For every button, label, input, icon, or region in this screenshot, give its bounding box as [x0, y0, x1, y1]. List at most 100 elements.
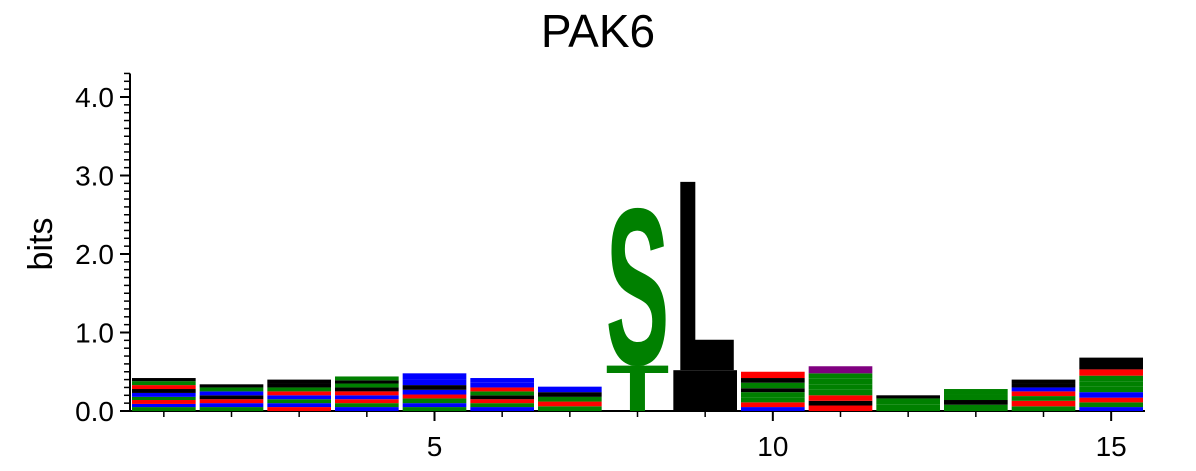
logo-glyph-green — [808, 378, 873, 385]
logo-glyph-green — [132, 381, 196, 386]
logo-glyph-green — [1079, 386, 1143, 393]
y-tick-label: 1.0 — [75, 318, 114, 349]
logo-glyph-black — [335, 380, 399, 384]
logo-glyph-green — [1011, 396, 1076, 401]
logo-letter-t: T — [606, 352, 670, 425]
logo-glyph-red — [132, 400, 196, 404]
logo-glyph-red — [132, 385, 196, 390]
logo-glyph-green — [132, 407, 196, 411]
logo-glyph-blue — [1011, 387, 1076, 392]
logo-glyph-black — [741, 378, 805, 383]
logo-glyph-green — [199, 407, 264, 411]
y-axis-label: bits — [22, 218, 60, 271]
logo-glyph-black — [538, 392, 602, 397]
logo-glyph-black — [132, 389, 196, 393]
logo-glyph-green — [132, 396, 196, 401]
logo-glyph-blue — [402, 389, 467, 395]
logo-glyph-black — [944, 400, 1008, 405]
logo-glyph-green — [1079, 402, 1143, 408]
logo-glyph-blue — [1079, 392, 1143, 398]
logo-glyph-red — [741, 402, 805, 408]
logo-glyph-red — [538, 401, 602, 407]
logo-glyph-black — [335, 387, 399, 392]
logo-glyph-red — [1011, 400, 1076, 407]
logo-glyph-green — [741, 397, 805, 403]
logo-glyph-blue — [402, 403, 467, 408]
logo-glyph-blue — [267, 395, 331, 400]
logo-glyph-green — [538, 406, 602, 411]
logo-glyph-green — [335, 383, 399, 388]
logo-glyph-red — [1079, 369, 1143, 376]
logo-glyph-green — [808, 384, 873, 390]
logo-glyph-green — [741, 392, 805, 398]
logo-glyph-green — [335, 376, 399, 381]
logo-glyph-red — [1011, 391, 1076, 397]
y-tick-label: 4.0 — [75, 82, 114, 113]
logo-glyph-black — [267, 383, 331, 388]
logo-glyph-red — [1079, 397, 1143, 403]
logo-glyph-blue — [335, 395, 399, 400]
logo-glyph-black — [741, 388, 805, 393]
x-tick-label: 5 — [427, 431, 443, 462]
logo-glyph-blue — [335, 407, 399, 411]
logo-glyph-red — [470, 387, 534, 392]
logo-glyph-green — [470, 391, 534, 396]
logo-glyph-blue — [538, 386, 602, 393]
logo-letter-l: L — [673, 123, 737, 428]
logo-glyph-red — [199, 399, 264, 404]
logo-glyph-red — [267, 391, 331, 396]
logo-glyph-green — [944, 394, 1008, 401]
logo-glyphs: TS L — [132, 123, 1143, 428]
logo-glyph-green — [402, 398, 467, 404]
x-tick-label: 10 — [757, 431, 788, 462]
logo-glyph-green — [267, 387, 331, 392]
logo-glyph-black — [267, 379, 331, 384]
logo-glyph-black — [132, 378, 196, 382]
logo-glyph-green — [944, 404, 1008, 411]
logo-glyph-purple — [808, 366, 873, 374]
logo-glyph-red — [267, 407, 331, 411]
logo-glyph-green — [741, 382, 805, 389]
logo-glyph-red — [402, 394, 467, 399]
y-axis: 0.0 1.0 2.0 3.0 4.0 — [75, 72, 131, 427]
logo-glyph-black — [199, 395, 264, 400]
logo-glyph-green — [876, 404, 940, 411]
logo-letter-s: S — [606, 162, 670, 412]
logo-glyph-blue — [402, 379, 467, 386]
y-tick-label: 3.0 — [75, 161, 114, 192]
logo-glyph-green — [876, 398, 940, 405]
logo-glyph-green — [199, 387, 264, 392]
logo-glyph-blue — [132, 403, 196, 408]
logo-glyph-green — [538, 396, 602, 402]
logo-glyph-black — [470, 395, 534, 400]
y-tick-label: 0.0 — [75, 396, 114, 427]
logo-glyph-red — [335, 391, 399, 396]
logo-glyph-blue — [402, 373, 467, 380]
logo-glyph-green — [808, 373, 873, 379]
logo-glyph-black — [808, 400, 873, 406]
logo-glyph-blue — [470, 378, 534, 383]
logo-glyph-blue — [1079, 407, 1143, 411]
logo-glyph-green — [470, 403, 534, 408]
logo-glyph-black — [1079, 357, 1143, 370]
logo-glyph-blue — [470, 382, 534, 388]
logo-glyph-green — [944, 389, 1008, 395]
logo-glyph-blue — [741, 407, 805, 411]
logo-glyph-red — [335, 399, 399, 404]
logo-glyph-green — [1011, 406, 1076, 411]
logo-glyph-green — [267, 399, 331, 404]
logo-glyph-black — [1011, 383, 1076, 388]
logo-glyph-red — [470, 399, 534, 404]
logo-glyph-black — [402, 385, 467, 390]
logo-glyph-green — [402, 407, 467, 411]
logo-glyph-black — [1011, 379, 1076, 384]
logo-glyph-red — [808, 405, 873, 411]
logo-glyph-blue — [132, 392, 196, 397]
logo-glyph-green — [1079, 381, 1143, 387]
logo-glyph-green — [808, 389, 873, 396]
logo-glyph-red — [741, 371, 805, 379]
logo-glyph-red — [808, 395, 873, 401]
chart-title: PAK6 — [541, 5, 655, 57]
logo-glyph-blue — [199, 403, 264, 408]
